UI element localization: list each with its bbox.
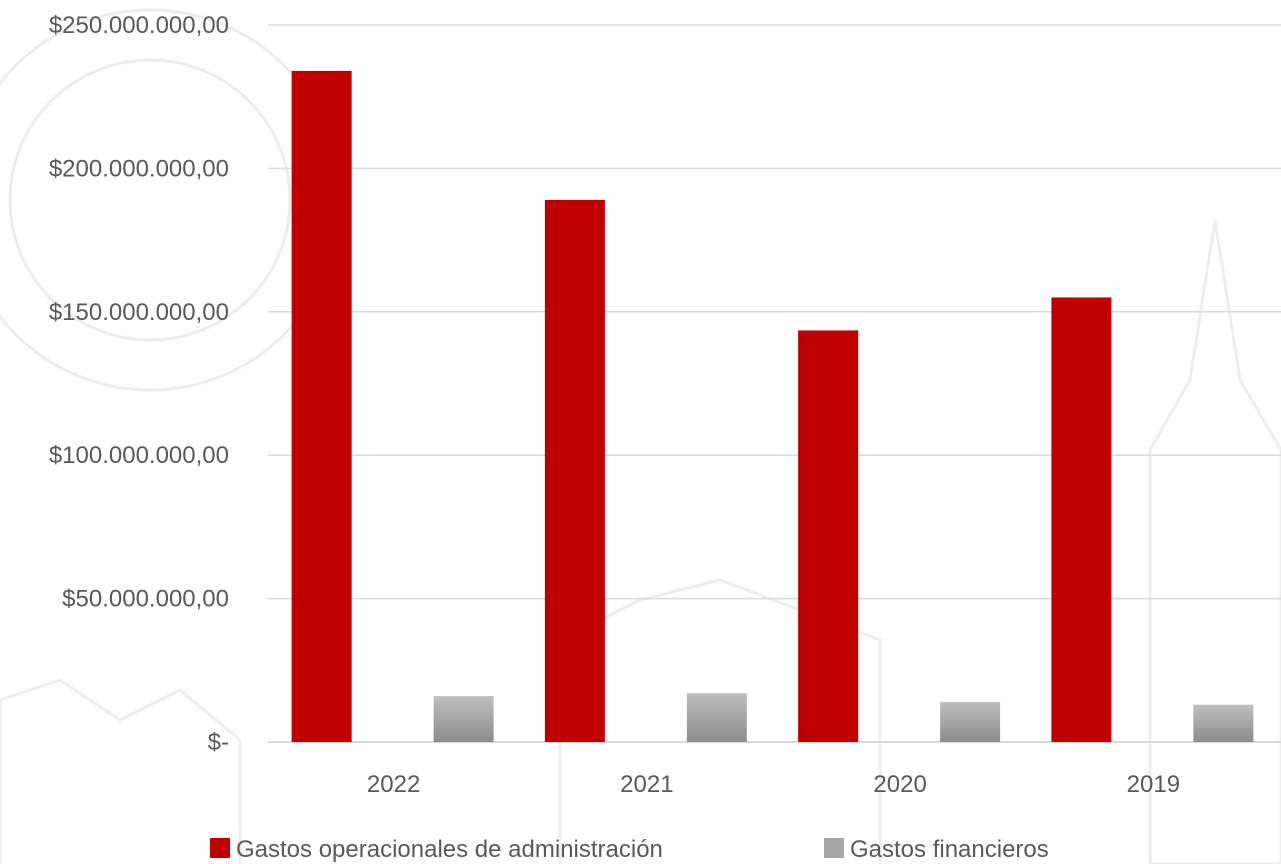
legend: Gastos operacionales de administración Ga… [210,836,1049,863]
bar-gastos-operacionales [1051,297,1112,742]
y-tick-label: $200.000.000,00 [49,155,229,182]
x-tick-label: 2021 [620,771,673,798]
y-tick-label: $- [208,729,229,756]
bar-gastos-operacionales [291,70,352,742]
legend-label: Gastos financieros [850,836,1049,863]
legend-label: Gastos operacionales de administración [236,836,663,863]
x-tick-label: 2019 [1127,771,1180,798]
bar-gastos-financieros [433,696,494,742]
y-tick-label: $100.000.000,00 [49,442,229,469]
legend-gastos-financieros: Gastos financieros [824,836,1049,863]
legend-gastos-operacionales: Gastos operacionales de administración [210,836,663,863]
y-tick-label: $150.000.000,00 [49,299,229,326]
y-tick-label: $50.000.000,00 [62,586,229,613]
x-tick-label: 2022 [367,771,420,798]
x-axis: 2022 2021 2020 2019 [367,771,1180,798]
bar-gastos-financieros [686,693,747,742]
bars [291,70,1254,742]
x-tick-label: 2020 [873,771,926,798]
y-tick-label: $250.000.000,00 [49,12,229,39]
bar-gastos-operacionales [544,199,605,742]
y-axis: $- $50.000.000,00 $100.000.000,00 $150.000.… [49,12,1281,756]
legend-swatch [824,838,844,858]
bar-gastos-operacionales [798,330,859,742]
bar-gastos-financieros [940,701,1001,742]
bar-gastos-financieros [1193,704,1254,742]
legend-swatch [210,838,230,858]
gridlines [268,24,1281,600]
